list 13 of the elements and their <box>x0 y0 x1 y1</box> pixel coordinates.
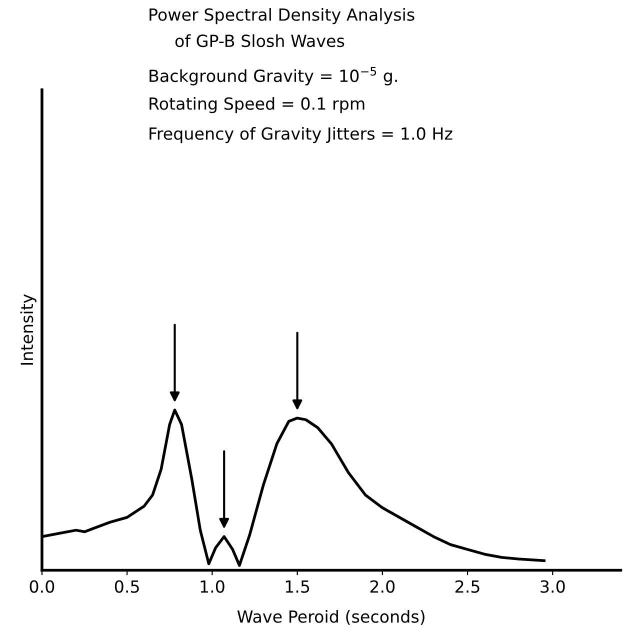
x-axis-title: Wave Peroid (seconds) <box>237 610 424 625</box>
x-tick-label: 0.0 <box>30 580 54 593</box>
x-tick-label: 2.5 <box>456 580 480 593</box>
x-tick-label: 3.0 <box>540 580 565 593</box>
text: Background Gravity = 10$^{−5}$ g. <box>150 67 397 86</box>
x-tick-label: 1.0 <box>200 580 224 593</box>
text: Frequency of Gravity Jitters = 1.0 Hz <box>150 127 452 144</box>
x-tick-label: 2.0 <box>370 580 395 593</box>
chart-title: Power Spectral Density Analysis of GP-B Slosh Waves <box>150 8 414 48</box>
text: Rotating Speed = 0.1 rpm <box>150 97 364 114</box>
x-tick-label: 1.5 <box>286 580 310 593</box>
y-axis-title: Intensity <box>20 294 36 365</box>
x-tick-label: 0.5 <box>114 580 139 593</box>
